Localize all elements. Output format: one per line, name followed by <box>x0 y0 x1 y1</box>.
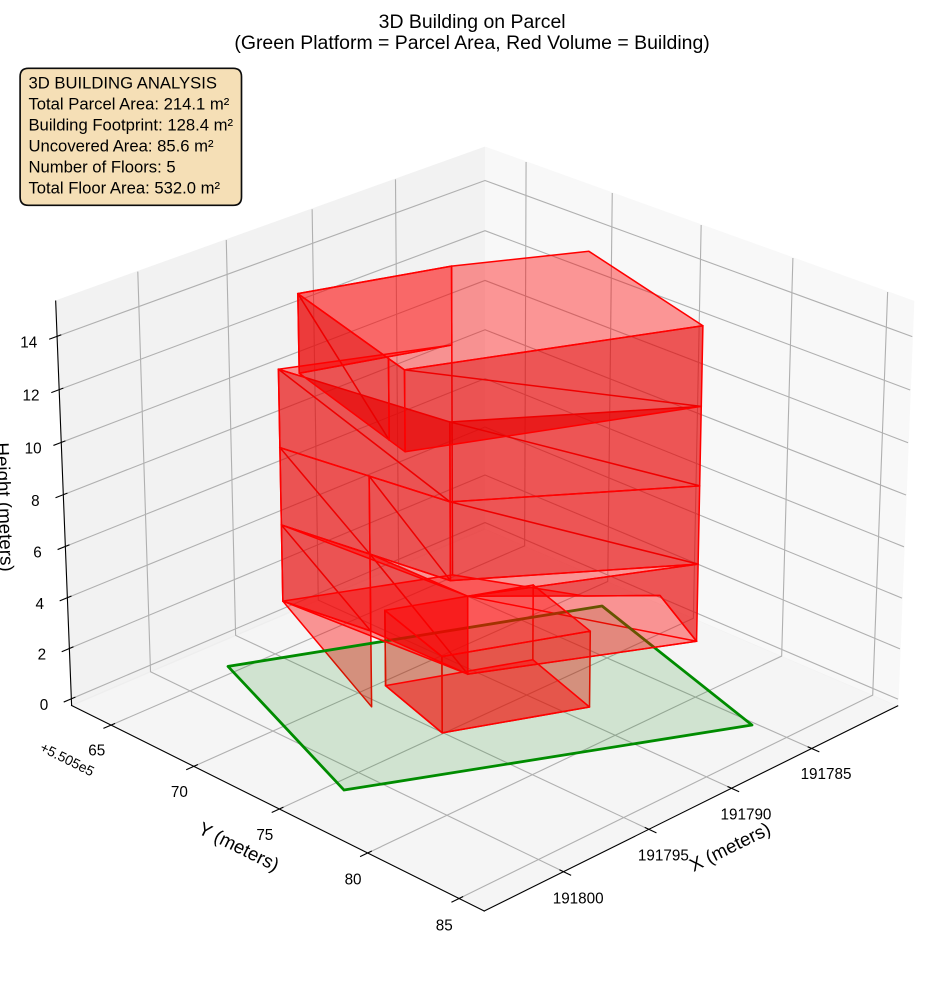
svg-text:80: 80 <box>345 872 362 889</box>
svg-text:2: 2 <box>38 647 47 664</box>
svg-text:0: 0 <box>40 697 48 714</box>
svg-text:14: 14 <box>20 334 37 351</box>
svg-text:Uncovered Area: 85.6 m²: Uncovered Area: 85.6 m² <box>28 137 214 156</box>
svg-text:8: 8 <box>31 493 40 510</box>
svg-text:3D BUILDING ANALYSIS: 3D BUILDING ANALYSIS <box>28 74 217 93</box>
svg-text:6: 6 <box>33 545 41 562</box>
svg-text:Building Footprint: 128.4 m²: Building Footprint: 128.4 m² <box>28 116 233 135</box>
svg-text:Height (meters): Height (meters) <box>0 442 18 572</box>
svg-text:4: 4 <box>35 596 44 613</box>
svg-text:75: 75 <box>256 827 273 844</box>
svg-text:70: 70 <box>171 784 188 801</box>
svg-text:191795: 191795 <box>638 848 689 865</box>
svg-text:Total Parcel Area: 214.1 m²: Total Parcel Area: 214.1 m² <box>28 95 229 114</box>
svg-text:Number of Floors: 5: Number of Floors: 5 <box>28 158 175 177</box>
svg-text:191785: 191785 <box>801 766 852 783</box>
svg-text:10: 10 <box>25 440 42 457</box>
svg-text:Total Floor Area: 532.0 m²: Total Floor Area: 532.0 m² <box>28 179 220 198</box>
svg-text:3D Building on Parcel: 3D Building on Parcel <box>379 11 566 33</box>
svg-text:65: 65 <box>88 743 105 760</box>
svg-text:191800: 191800 <box>553 890 604 907</box>
svg-text:(Green Platform = Parcel Area,: (Green Platform = Parcel Area, Red Volum… <box>234 32 709 54</box>
svg-text:12: 12 <box>22 388 39 405</box>
svg-text:191790: 191790 <box>720 806 771 823</box>
svg-text:85: 85 <box>436 918 453 935</box>
